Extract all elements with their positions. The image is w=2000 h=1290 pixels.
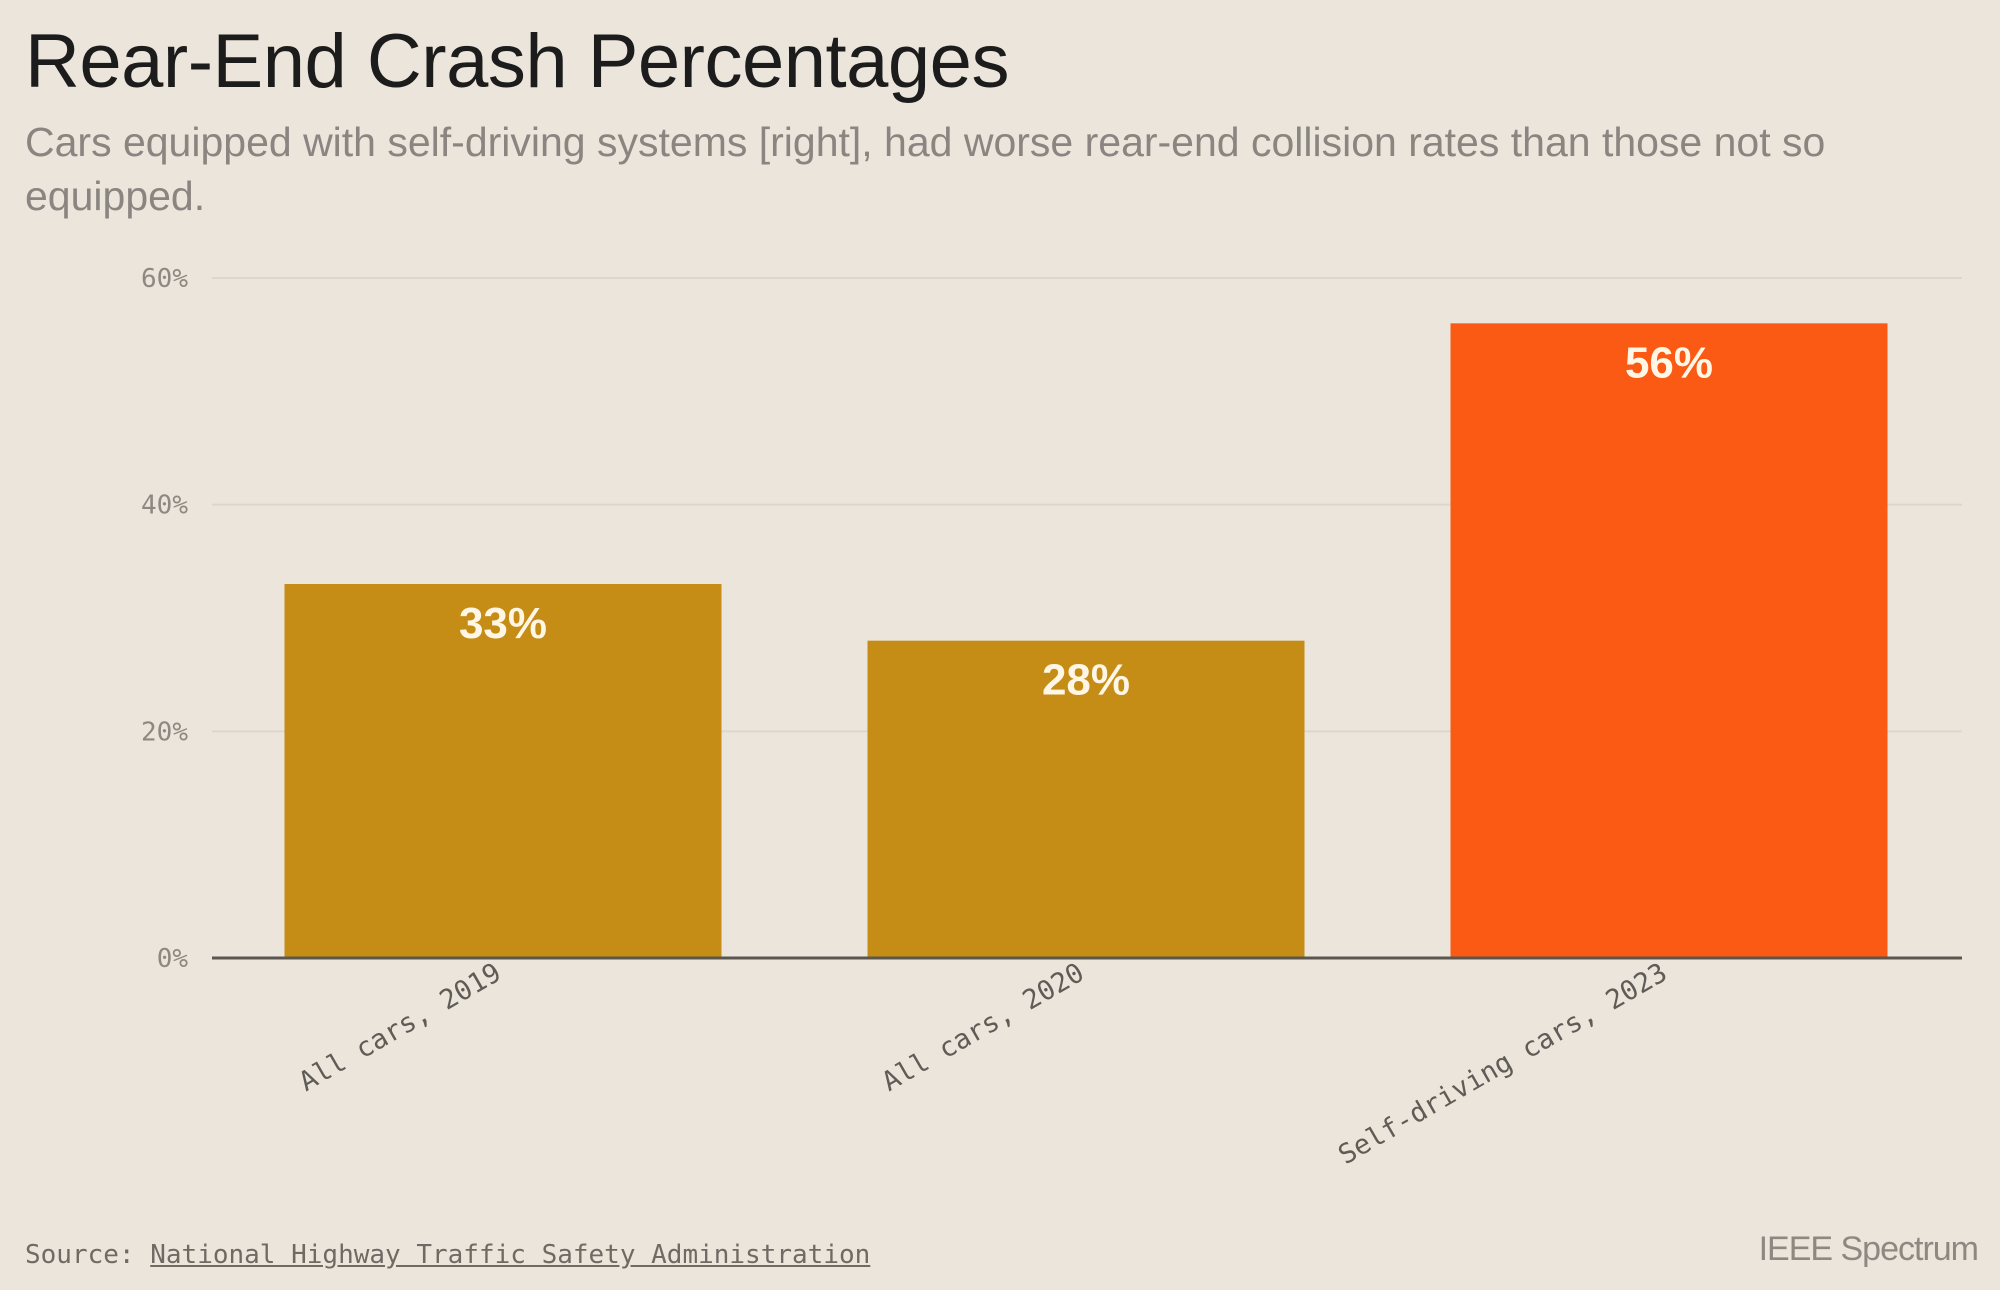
source-link[interactable]: National Highway Traffic Safety Administ… bbox=[150, 1240, 871, 1270]
y-tick-label: 60% bbox=[141, 264, 188, 294]
x-tick-label: All cars, 2019 bbox=[294, 957, 507, 1098]
chart-title: Rear-End Crash Percentages bbox=[25, 19, 1009, 104]
source-note: Source: National Highway Traffic Safety … bbox=[25, 1240, 870, 1270]
data-label: 56% bbox=[1625, 338, 1713, 387]
bar bbox=[867, 640, 1305, 958]
bar bbox=[1450, 323, 1888, 958]
data-label: 33% bbox=[459, 599, 547, 648]
bar bbox=[284, 584, 722, 958]
bars: 33% 28% 56% bbox=[284, 323, 1888, 958]
bar-chart: 0%20%40%60% 33%28%56% All cars, 2019 All … bbox=[141, 264, 1962, 1171]
y-tick-label: 20% bbox=[141, 717, 188, 747]
chart-subtitle: Cars equipped with self-driving systems … bbox=[25, 119, 1826, 219]
x-tick-label: Self-driving cars, 2023 bbox=[1333, 957, 1672, 1171]
brand-logo: IEEE Spectrum bbox=[1758, 1230, 1979, 1268]
y-tick-label: 40% bbox=[141, 491, 188, 521]
x-axis-ticks: All cars, 2019 All cars, 2020 Self-driving… bbox=[294, 957, 1673, 1171]
x-tick-label: All cars, 2020 bbox=[877, 957, 1090, 1098]
y-axis-ticks: 0% 20% 40% 60% bbox=[141, 264, 188, 974]
source-prefix: Source: bbox=[25, 1240, 135, 1270]
data-label: 28% bbox=[1042, 656, 1130, 705]
y-tick-label: 0% bbox=[157, 944, 189, 974]
